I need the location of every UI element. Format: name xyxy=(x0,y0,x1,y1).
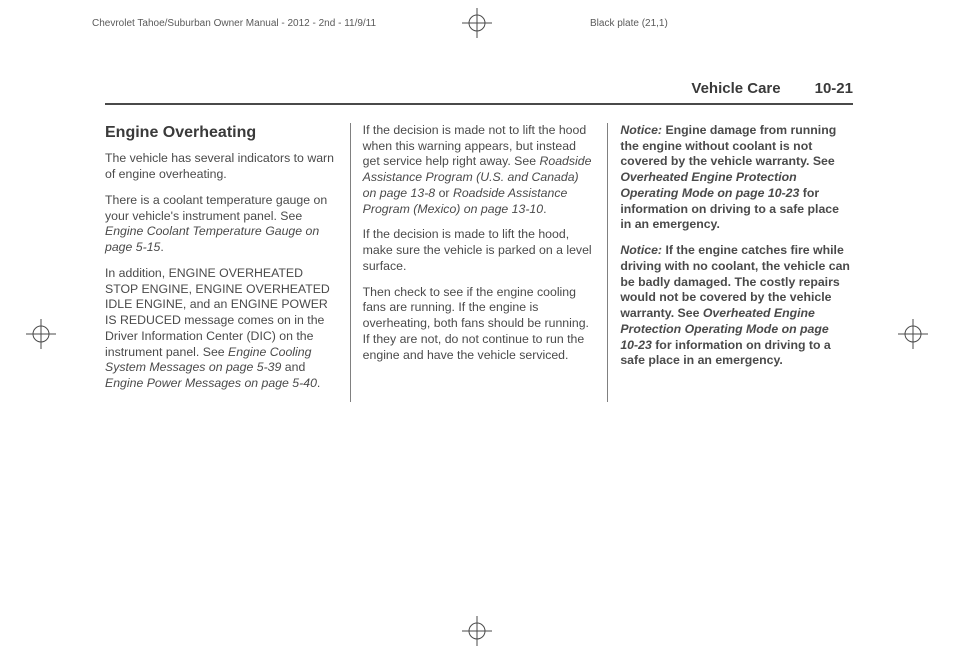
text-run: . xyxy=(543,202,546,216)
print-header-right: Black plate (21,1) xyxy=(590,18,668,29)
body-text: There is a coolant temperature gauge on … xyxy=(105,193,338,256)
xref-italic: Engine Coolant Temperature Gauge on page… xyxy=(105,224,319,254)
notice-text: for information on driving to a safe pla… xyxy=(620,338,830,368)
section-label: Vehicle Care xyxy=(691,80,780,97)
body-text: If the decision is made not to lift the … xyxy=(363,123,596,217)
text-run: or xyxy=(435,186,453,200)
text-run: There is a coolant temperature gauge on … xyxy=(105,193,327,223)
registration-mark-right-icon xyxy=(898,319,928,349)
text-run: . xyxy=(160,240,163,254)
page-frame: Vehicle Care 10-21 Engine Overheating Th… xyxy=(105,80,853,402)
notice-paragraph: Notice: If the engine catches fire while… xyxy=(620,243,853,369)
body-text: The vehicle has several indicators to wa… xyxy=(105,151,338,182)
content-columns: Engine Overheating The vehicle has sever… xyxy=(105,123,853,402)
registration-mark-left-icon xyxy=(26,319,56,349)
column-2: If the decision is made not to lift the … xyxy=(350,123,609,402)
page-header: Vehicle Care 10-21 xyxy=(105,80,853,105)
registration-mark-top-icon xyxy=(462,8,492,38)
heading-engine-overheating: Engine Overheating xyxy=(105,123,338,143)
notice-label: Notice: xyxy=(620,243,662,257)
notice-label: Notice: xyxy=(620,123,662,137)
text-run: and xyxy=(281,360,305,374)
body-text: If the decision is made to lift the hood… xyxy=(363,227,596,274)
xref-italic: Engine Power Messages on page 5‑40 xyxy=(105,376,317,390)
registration-mark-bottom-icon xyxy=(462,616,492,646)
notice-paragraph: Notice: Engine damage from running the e… xyxy=(620,123,853,233)
print-header-left: Chevrolet Tahoe/Suburban Owner Manual - … xyxy=(92,18,376,29)
xref-bold-italic: Overheated Engine Protection Operating M… xyxy=(620,170,799,200)
body-text: Then check to see if the engine cooling … xyxy=(363,285,596,364)
page-number: 10-21 xyxy=(815,80,853,97)
column-3: Notice: Engine damage from running the e… xyxy=(608,123,853,402)
body-text: In addition, ENGINE OVERHEATED STOP ENGI… xyxy=(105,266,338,392)
column-1: Engine Overheating The vehicle has sever… xyxy=(105,123,350,402)
text-run: . xyxy=(317,376,320,390)
